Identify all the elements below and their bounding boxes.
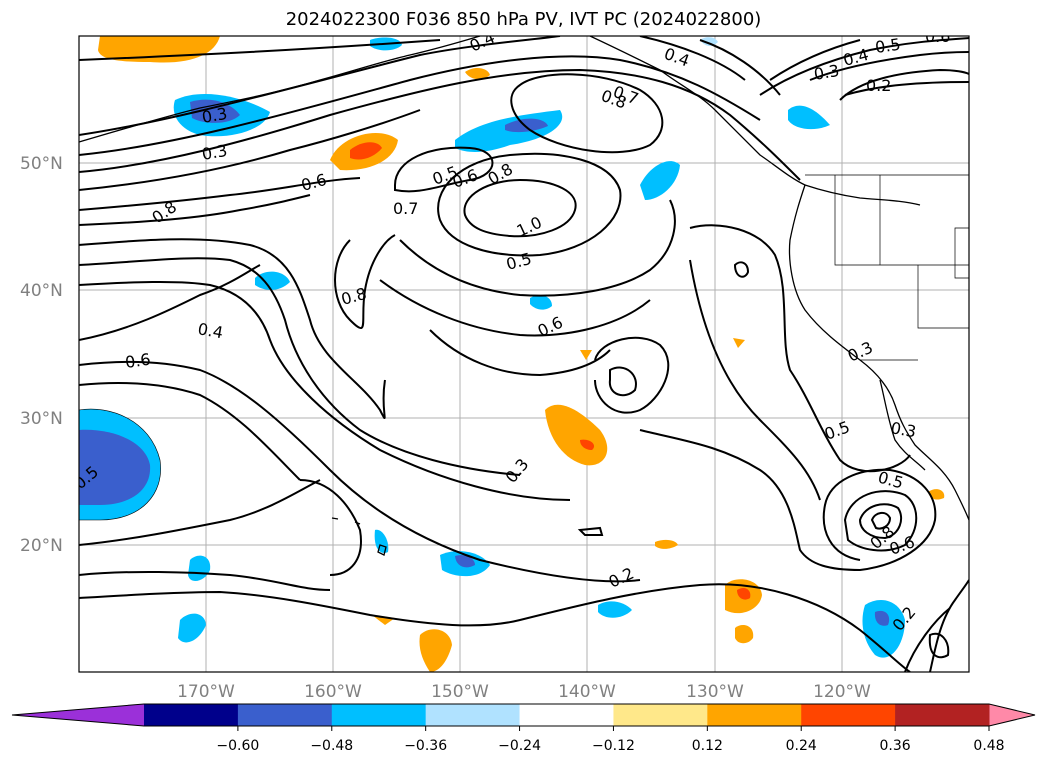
lon-tick: 150°W (431, 682, 489, 702)
colorbar-segment (707, 704, 802, 726)
svg-text:0.5: 0.5 (874, 35, 902, 57)
svg-text:0.3: 0.3 (812, 61, 840, 84)
colorbar-tick-label: 0.24 (786, 738, 817, 754)
colorbar-segment (237, 704, 333, 726)
colorbar-tick-label: −0.48 (310, 738, 353, 754)
colorbar-tick-label: −0.60 (216, 738, 259, 754)
lon-tick: 160°W (304, 682, 362, 702)
lon-tick: 140°W (558, 682, 616, 702)
colorbar-segment (801, 704, 896, 726)
svg-text:0.2: 0.2 (866, 76, 891, 95)
svg-text:0.6: 0.6 (124, 350, 152, 372)
lat-tick: 20°N (20, 536, 63, 556)
lon-tick: 170°W (177, 682, 235, 702)
svg-text:0.4: 0.4 (196, 319, 224, 342)
lat-tick: 30°N (20, 409, 63, 429)
colorbar-extend-low (12, 704, 144, 726)
lat-tick: 40°N (20, 281, 63, 301)
svg-text:0.3: 0.3 (889, 418, 917, 441)
lon-tick-labels: 170°W 160°W 150°W 140°W 130°W 120°W (177, 682, 871, 702)
colorbar-segment (613, 704, 708, 726)
lon-tick: 120°W (813, 682, 871, 702)
colorbar-segment (144, 704, 239, 726)
colorbar: −0.60 −0.48 −0.36 −0.24 −0.12 0.12 0.24 0.36 0.4… (11, 703, 1036, 754)
lat-tick-labels: 20°N 30°N 40°N 50°N (20, 154, 63, 556)
svg-text:0.3: 0.3 (200, 104, 228, 127)
borders (805, 174, 969, 361)
ivt-fill-patches (79, 36, 945, 672)
map-frame (78, 35, 970, 673)
svg-text:0.7: 0.7 (393, 199, 418, 218)
colorbar-tick-label: −0.36 (404, 738, 447, 754)
map-title: 2024022300 F036 850 hPa PV, IVT PC (2024… (285, 9, 762, 30)
colorbar-tick-label: −0.24 (498, 738, 541, 754)
colorbar-outline (11, 703, 1036, 727)
colorbar-segment (331, 704, 427, 726)
svg-text:0.6: 0.6 (925, 27, 950, 46)
colorbar-tick-label: 0.36 (880, 738, 911, 754)
colorbar-segment (425, 704, 521, 726)
colorbar-tick-label: −0.12 (592, 738, 635, 754)
pv-contours (79, 36, 969, 672)
colorbar-segment (519, 704, 614, 726)
colorbar-segment (895, 704, 990, 726)
colorbar-extend-high (989, 704, 1035, 726)
lon-tick: 130°W (686, 682, 744, 702)
colorbar-tick-label: 0.48 (973, 738, 1004, 754)
svg-text:0.3: 0.3 (200, 141, 228, 164)
lat-tick: 50°N (20, 154, 63, 174)
colorbar-tick-label: 0.12 (692, 738, 723, 754)
